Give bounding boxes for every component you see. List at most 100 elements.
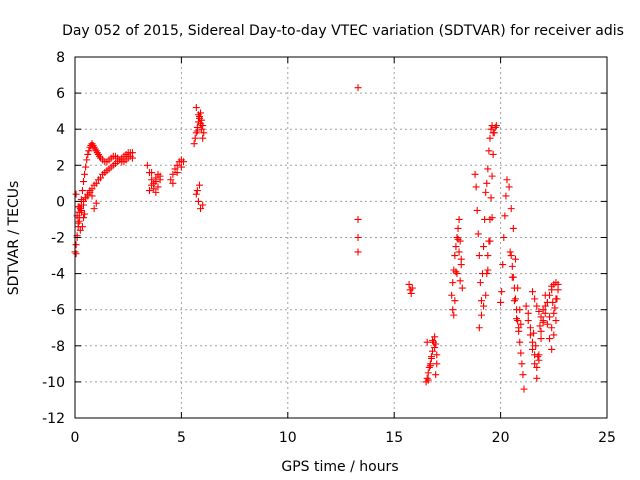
data-point bbox=[552, 317, 560, 325]
data-point bbox=[497, 298, 505, 306]
data-point bbox=[511, 295, 519, 303]
data-point bbox=[530, 329, 538, 337]
data-point bbox=[180, 158, 188, 166]
data-point bbox=[82, 163, 90, 171]
data-point bbox=[546, 291, 554, 299]
data-point bbox=[533, 363, 541, 371]
data-point bbox=[511, 255, 519, 263]
data-point bbox=[533, 374, 541, 382]
data-point bbox=[81, 170, 89, 178]
data-point bbox=[429, 347, 437, 355]
data-point bbox=[486, 215, 494, 223]
y-tick-label: -8 bbox=[51, 339, 65, 355]
data-point bbox=[458, 284, 466, 292]
data-point bbox=[519, 371, 527, 379]
data-point bbox=[432, 340, 440, 348]
data-point bbox=[480, 302, 488, 310]
data-point bbox=[507, 205, 515, 213]
data-point bbox=[457, 255, 465, 263]
data-point bbox=[489, 150, 497, 158]
y-tick-label: 2 bbox=[56, 158, 65, 174]
y-tick-label: -12 bbox=[42, 411, 65, 427]
data-point bbox=[509, 273, 517, 281]
data-point bbox=[192, 190, 200, 198]
data-point bbox=[450, 311, 458, 319]
data-point bbox=[78, 187, 86, 195]
data-point bbox=[524, 317, 532, 325]
data-point bbox=[197, 120, 205, 128]
data-point bbox=[200, 129, 208, 137]
data-point bbox=[427, 353, 435, 361]
data-point bbox=[482, 291, 490, 299]
data-point bbox=[500, 234, 508, 241]
data-point bbox=[518, 360, 526, 368]
data-point bbox=[92, 199, 100, 207]
data-point bbox=[425, 363, 433, 371]
data-point bbox=[449, 306, 457, 314]
data-point bbox=[452, 268, 460, 276]
data-point bbox=[472, 183, 480, 191]
data-point bbox=[169, 179, 177, 187]
data-point bbox=[88, 192, 96, 200]
data-point bbox=[84, 190, 92, 198]
data-point bbox=[486, 134, 494, 142]
data-point bbox=[484, 165, 492, 173]
data-point bbox=[195, 181, 203, 189]
data-point bbox=[195, 114, 203, 122]
data-point bbox=[529, 338, 537, 346]
data-point bbox=[522, 302, 530, 310]
data-point bbox=[513, 306, 521, 314]
y-tick-labels: -12 -10 -8 -6 -4 -2 0 2 4 6 8 bbox=[42, 50, 65, 427]
data-point bbox=[554, 280, 562, 288]
data-point bbox=[535, 356, 543, 364]
data-point bbox=[354, 234, 362, 241]
data-point bbox=[487, 194, 495, 202]
data-point bbox=[531, 295, 539, 303]
y-tick-label: 8 bbox=[56, 50, 65, 66]
data-point bbox=[537, 335, 545, 343]
data-point bbox=[433, 351, 441, 359]
data-point bbox=[475, 324, 483, 332]
data-point bbox=[432, 371, 440, 379]
data-point bbox=[550, 309, 558, 317]
data-point bbox=[72, 190, 80, 198]
data-point bbox=[506, 248, 514, 256]
x-tick-label: 10 bbox=[279, 430, 297, 446]
x-axis-label: GPS time / hours bbox=[281, 459, 398, 475]
x-tick-labels: 0 5 10 15 20 25 bbox=[71, 430, 616, 446]
data-point bbox=[516, 338, 524, 346]
data-point bbox=[541, 309, 549, 317]
data-point bbox=[553, 295, 561, 303]
data-point bbox=[548, 324, 556, 332]
data-point bbox=[83, 156, 91, 164]
data-point bbox=[505, 183, 513, 191]
data-point bbox=[90, 205, 98, 213]
data-point bbox=[451, 297, 459, 305]
data-point bbox=[424, 369, 432, 377]
data-point bbox=[531, 360, 539, 368]
y-tick-label: -10 bbox=[42, 375, 65, 391]
data-point bbox=[143, 161, 151, 169]
data-point bbox=[80, 214, 88, 222]
axis-ticks bbox=[74, 56, 608, 419]
data-point bbox=[471, 170, 479, 178]
data-point bbox=[431, 344, 439, 352]
data-point bbox=[492, 122, 500, 130]
data-point bbox=[448, 291, 456, 299]
data-point bbox=[510, 284, 518, 292]
data-point bbox=[150, 185, 158, 193]
data-point bbox=[535, 308, 543, 316]
data-point bbox=[513, 315, 521, 323]
data-point bbox=[549, 298, 557, 306]
y-tick-label: 6 bbox=[56, 86, 65, 102]
data-point bbox=[455, 248, 463, 256]
data-point bbox=[551, 304, 559, 312]
data-point bbox=[524, 309, 532, 317]
data-point bbox=[532, 342, 540, 350]
data-point bbox=[431, 333, 439, 341]
y-axis-label: SDTVAR / TECUs bbox=[6, 181, 22, 296]
data-point bbox=[193, 187, 201, 195]
data-point bbox=[485, 147, 493, 155]
data-point bbox=[148, 169, 156, 177]
data-point bbox=[85, 147, 93, 155]
